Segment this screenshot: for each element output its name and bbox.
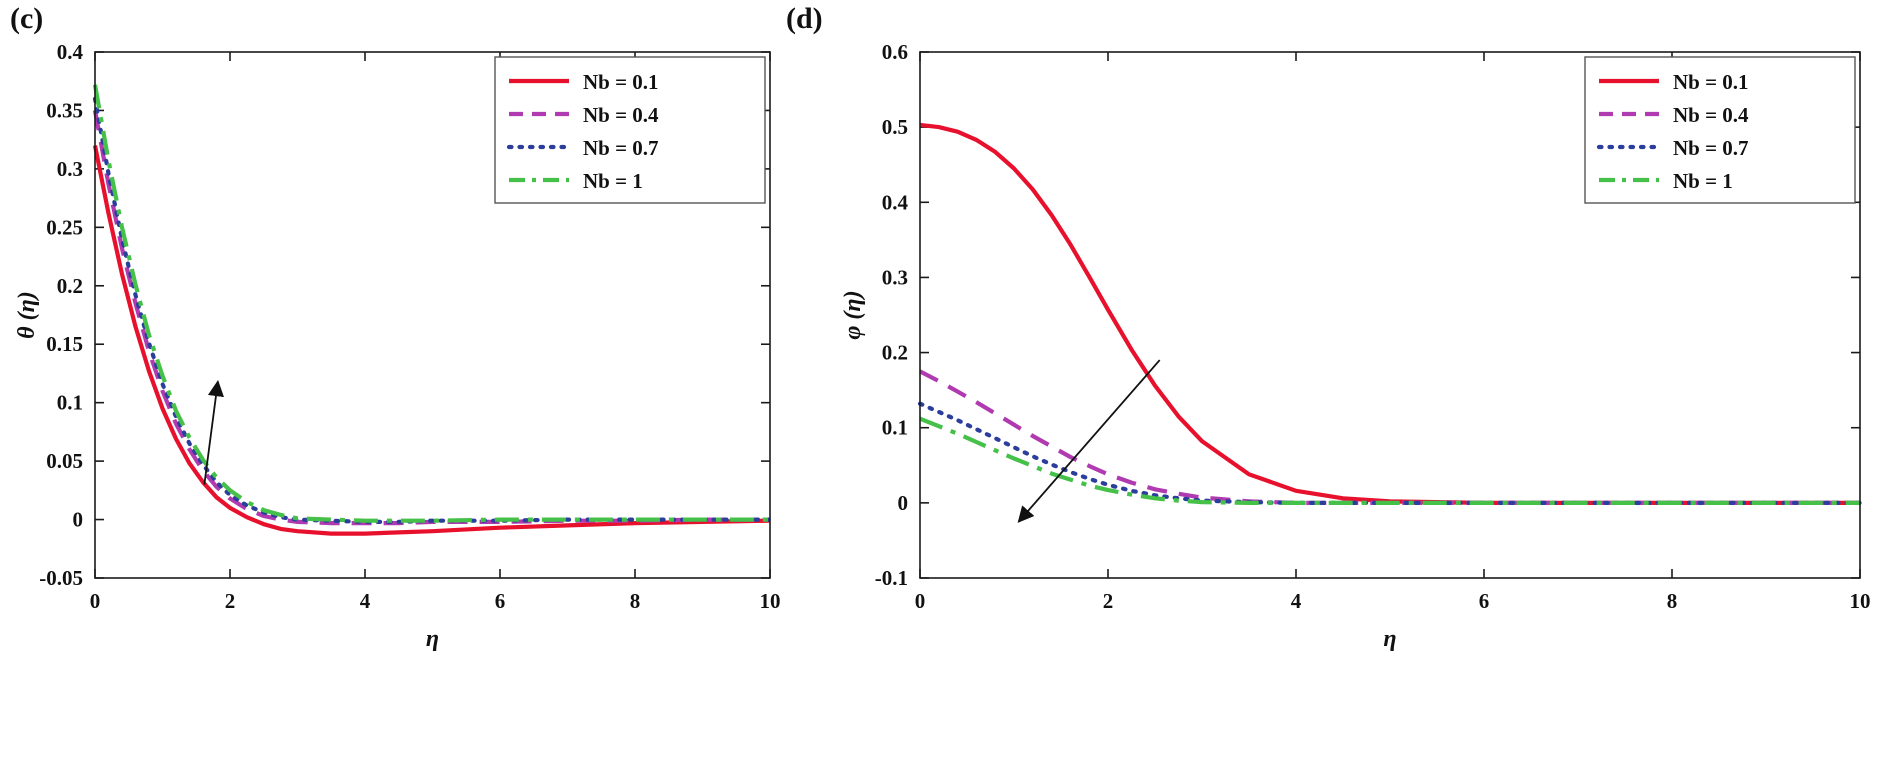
x-tick-label: 2: [1103, 589, 1114, 613]
series-line-nb-0.7: [917, 401, 1863, 505]
chart-phi: 0 2 4 6 8 10 -0.1 0 0.1 0.2 0.3 0.4 0.5 0.6 η φ (η) Nb =…: [840, 40, 1871, 652]
y-tick-label: 0.25: [46, 215, 83, 239]
axis-box: [919, 51, 1861, 579]
annotation-arrow: [203, 380, 224, 485]
y-tick-label: 0.3: [57, 157, 83, 181]
y-tick-label: 0.05: [46, 449, 83, 473]
panel-label-c: (c): [10, 2, 44, 35]
y-tick-label: 0.5: [882, 115, 908, 139]
y-tick-label: 0.1: [57, 391, 83, 415]
series-line-nb-1: [919, 416, 1860, 505]
x-tick-label: 0: [90, 589, 101, 613]
chart-theta: 0 2 4 6 8 10 -0.05 0 0.05 0.1 0.15 0.2 0.25 0.3 0.35 0.…: [14, 40, 781, 652]
y-tick-label: 0.35: [46, 98, 83, 122]
x-tick-label: 4: [360, 589, 371, 613]
y-tick-label: 0.2: [57, 274, 83, 298]
x-tick-label: 10: [1850, 589, 1871, 613]
y-axis-label: φ (η): [840, 290, 866, 339]
y-tick-label: 0.15: [46, 332, 83, 356]
x-tick-label: 4: [1291, 589, 1302, 613]
x-tick-label: 2: [225, 589, 236, 613]
legend-label: Nb = 0.7: [1673, 136, 1749, 160]
series-line-nb-0.7: [92, 96, 773, 524]
y-axis-label: θ (η): [14, 291, 40, 339]
x-tick-label: 8: [630, 589, 641, 613]
y-tick-label: -0.1: [875, 566, 908, 590]
x-tick-label: 8: [1667, 589, 1678, 613]
y-tick-label: 0: [73, 508, 84, 532]
x-axis-label: η: [1383, 626, 1396, 652]
x-tick-label: 6: [495, 589, 506, 613]
y-tick-label: 0.1: [882, 416, 908, 440]
legend-label: Nb = 1: [583, 169, 643, 193]
legend-label: Nb = 1: [1673, 169, 1733, 193]
legend-label: Nb = 0.1: [1673, 70, 1749, 94]
y-tick-label: 0.3: [882, 265, 908, 289]
y-tick-label: 0.4: [882, 190, 909, 214]
axis-box: [94, 51, 771, 579]
series-line-nb-0.4: [92, 110, 770, 526]
legend-label: Nb = 0.7: [583, 136, 659, 160]
y-tick-label: 0: [898, 491, 909, 515]
y-tick-label: 0.6: [882, 40, 908, 64]
y-tick-label: 0.4: [57, 40, 84, 64]
x-tick-label: 6: [1479, 589, 1490, 613]
series-line-nb-0.1: [92, 145, 771, 536]
annotation-arrow: [1017, 359, 1161, 523]
x-axis-label: η: [426, 626, 439, 652]
x-tick-label: 0: [915, 589, 926, 613]
y-tick-label: -0.05: [39, 566, 83, 590]
series-line-nb-1: [92, 84, 770, 523]
legend-label: Nb = 0.4: [1673, 103, 1749, 127]
legend-label: Nb = 0.4: [583, 103, 659, 127]
panel-label-d: (d): [786, 2, 823, 35]
y-tick-label: 0.2: [882, 341, 908, 365]
legend-label: Nb = 0.1: [583, 70, 659, 94]
x-tick-label: 10: [760, 589, 781, 613]
